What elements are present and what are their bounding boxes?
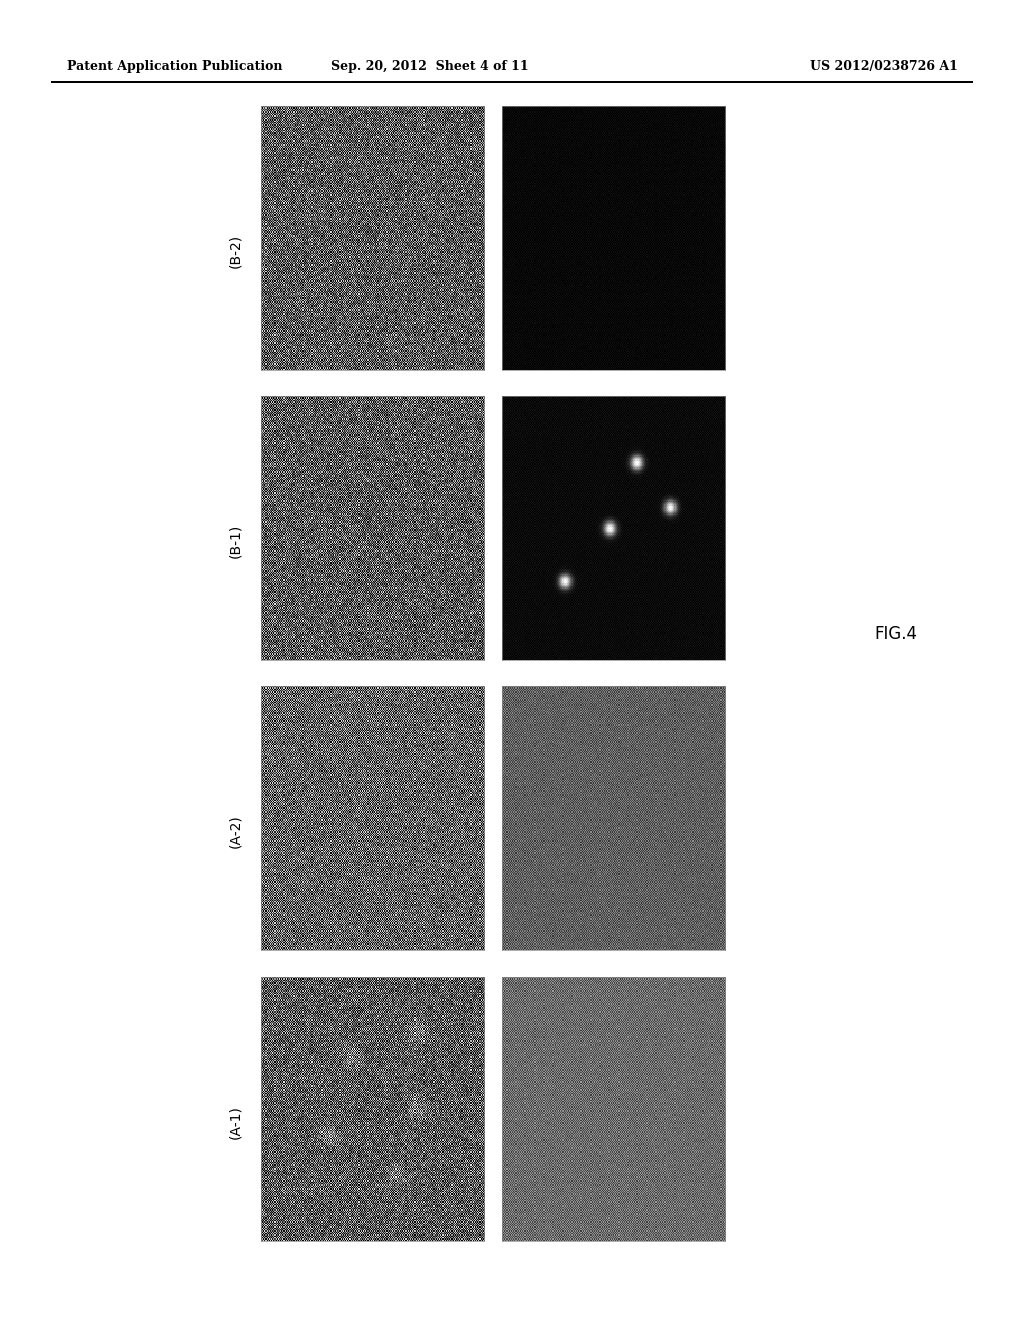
Text: (B-2): (B-2) (228, 234, 243, 268)
Text: (A-2): (A-2) (228, 814, 243, 849)
Text: (A-1): (A-1) (228, 1105, 243, 1139)
Text: FIG.4: FIG.4 (874, 624, 918, 643)
Text: (B-1): (B-1) (228, 524, 243, 558)
Text: Sep. 20, 2012  Sheet 4 of 11: Sep. 20, 2012 Sheet 4 of 11 (332, 59, 528, 73)
Text: US 2012/0238726 A1: US 2012/0238726 A1 (810, 59, 957, 73)
Text: Patent Application Publication: Patent Application Publication (67, 59, 282, 73)
